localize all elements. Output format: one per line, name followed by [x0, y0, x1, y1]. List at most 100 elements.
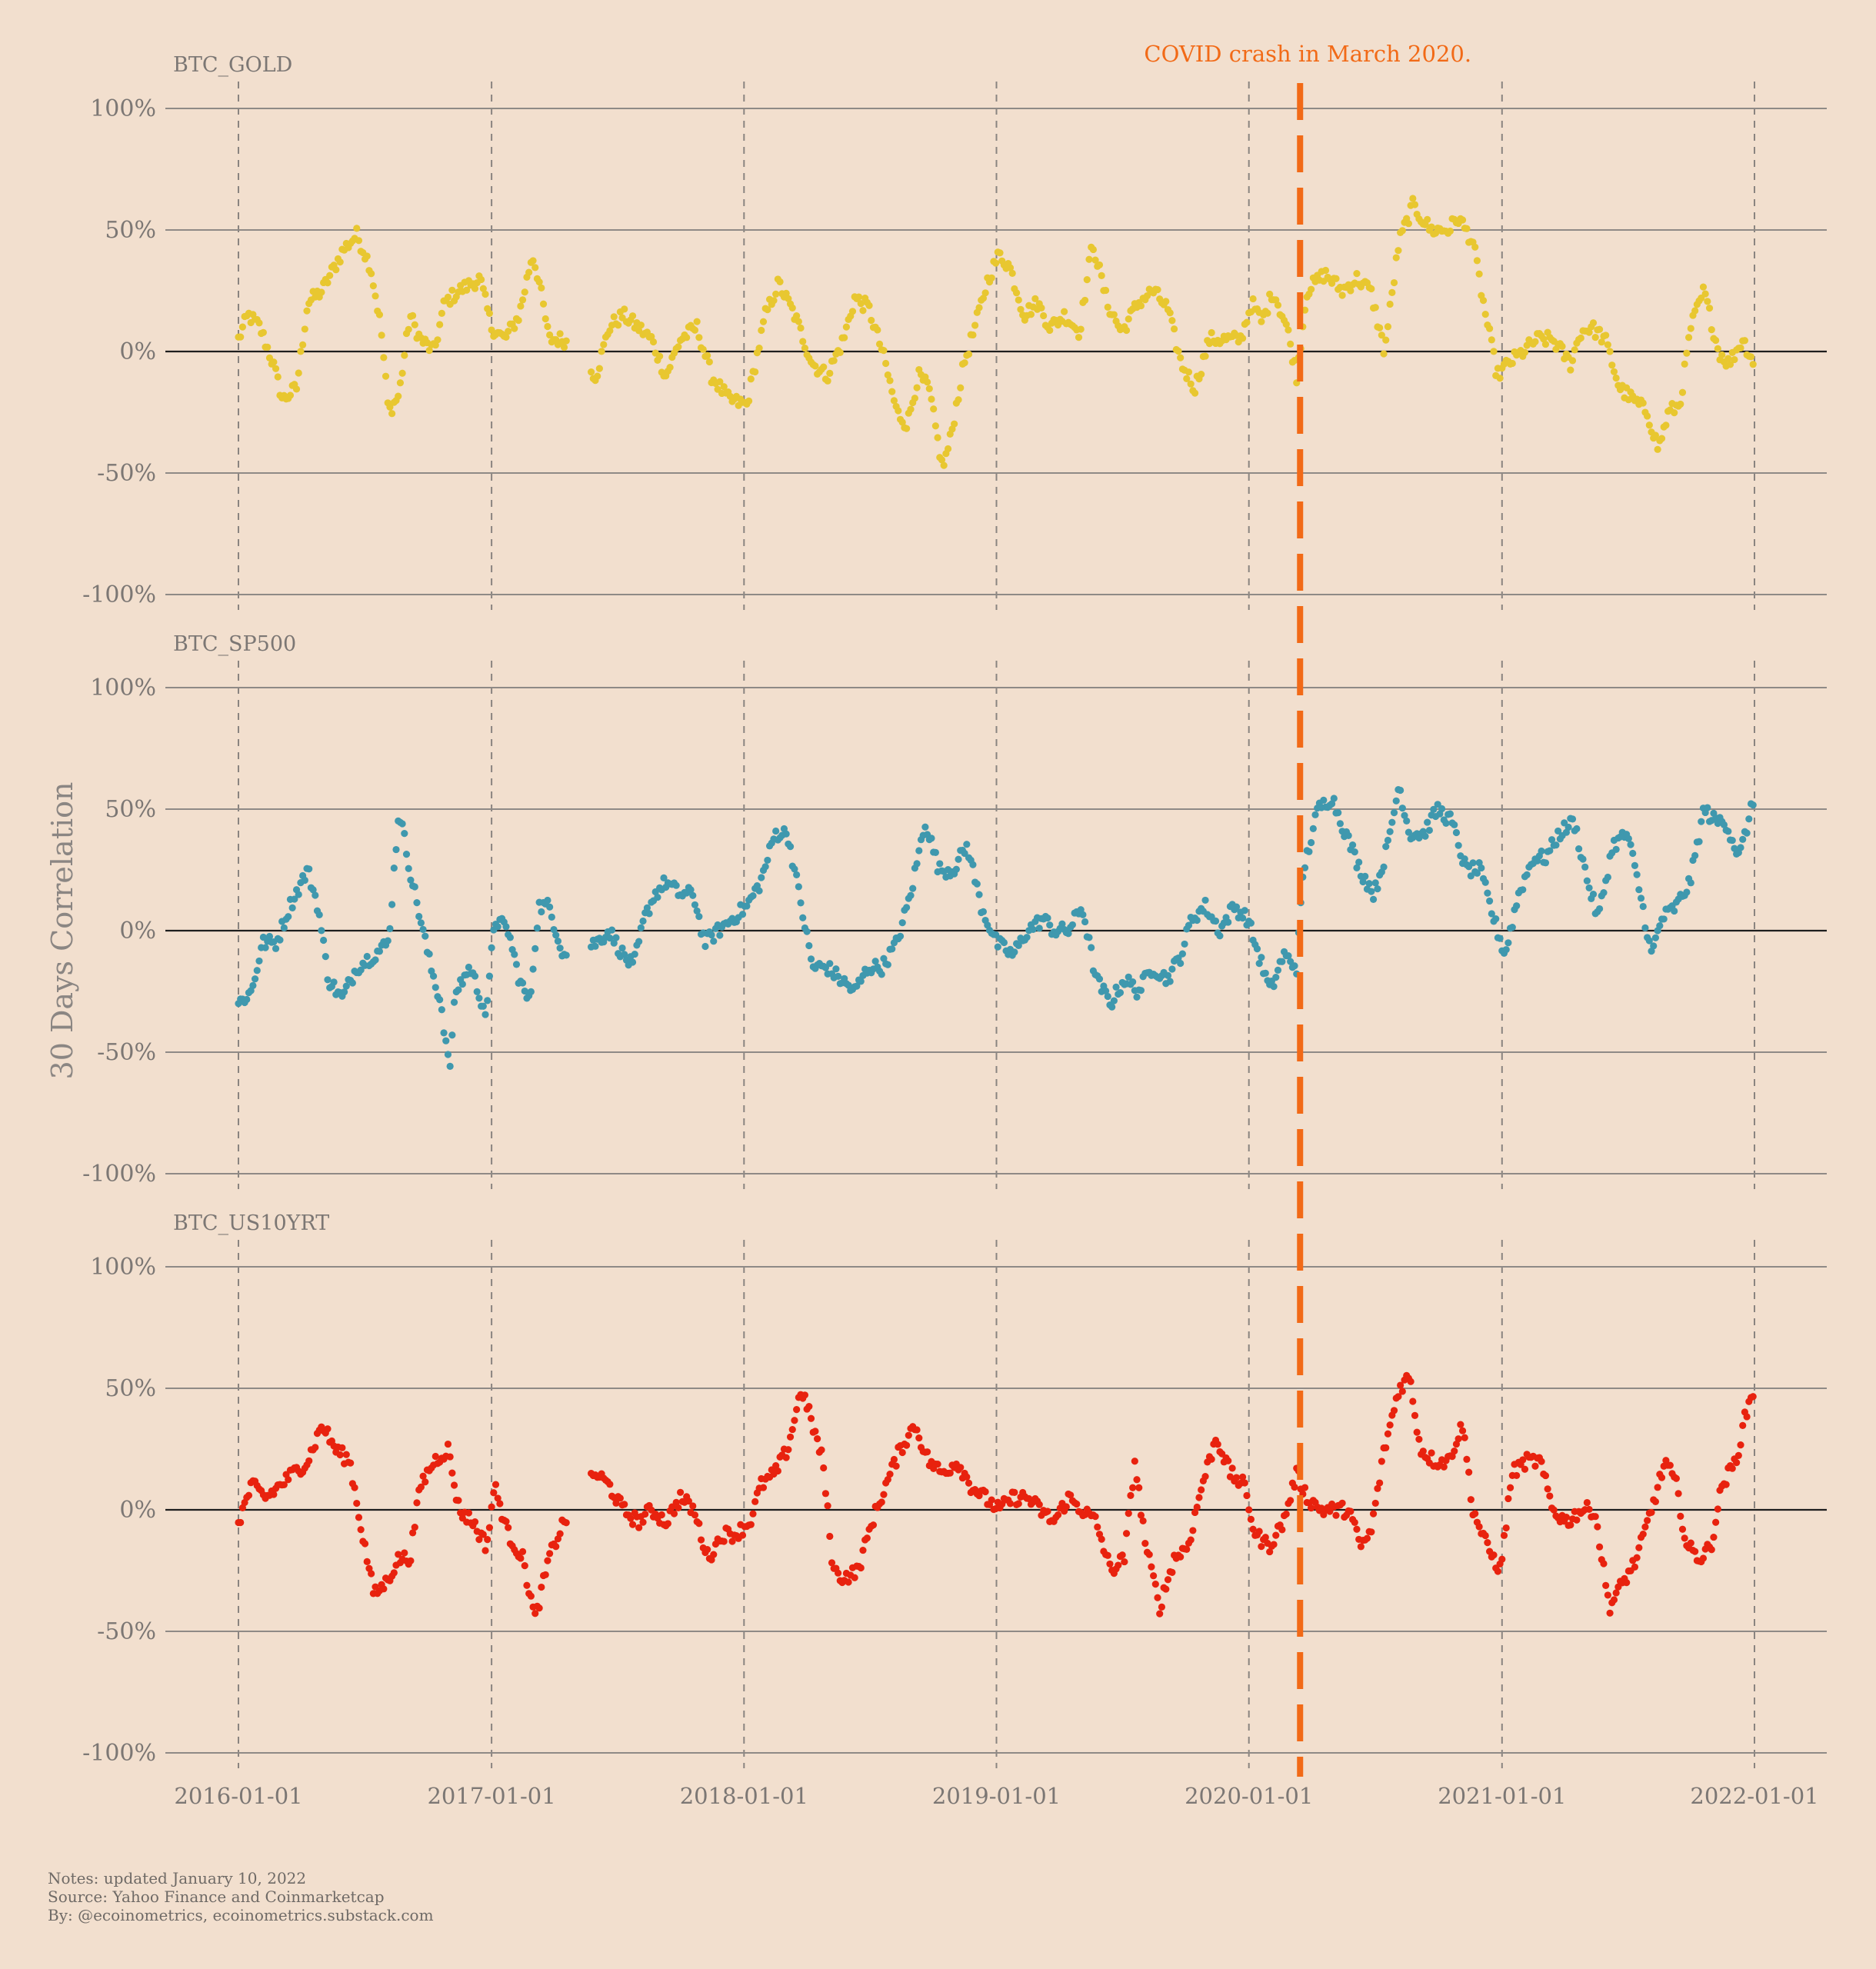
point-2-150 — [544, 896, 551, 905]
point-2-508 — [1309, 825, 1317, 832]
point-2-405 — [1095, 975, 1104, 983]
point-2-695 — [1698, 818, 1705, 825]
point-3-630 — [1562, 1514, 1571, 1521]
point-3-489 — [1270, 1541, 1278, 1548]
point-2-381 — [1046, 921, 1054, 929]
point-1-241 — [755, 344, 763, 352]
point-3-62 — [361, 1540, 369, 1548]
point-2-341 — [963, 841, 971, 848]
point-3-293 — [863, 1534, 871, 1542]
point-1-146 — [535, 278, 543, 286]
point-2-572 — [1442, 819, 1450, 827]
point-2-682 — [1671, 907, 1678, 915]
point-2-14 — [262, 944, 269, 951]
point-3-453 — [1195, 1494, 1203, 1501]
point-1-2 — [237, 333, 245, 341]
point-2-5 — [243, 995, 251, 1004]
point-2-21 — [276, 936, 284, 944]
point-1-381 — [1046, 326, 1054, 335]
point-3-478 — [1247, 1515, 1255, 1523]
point-1-305 — [888, 388, 896, 395]
point-2-706 — [1720, 821, 1728, 828]
point-2-461 — [1211, 917, 1220, 925]
point-1-345 — [971, 322, 979, 329]
point-3-406 — [1098, 1535, 1105, 1543]
point-1-301 — [880, 346, 888, 355]
point-2-109 — [458, 980, 466, 988]
point-1-332 — [944, 445, 952, 453]
point-3-96 — [432, 1452, 439, 1461]
point-2-180 — [628, 958, 637, 966]
point-1-719 — [1747, 353, 1755, 361]
point-2-373 — [1029, 925, 1037, 934]
point-1-26 — [286, 391, 295, 399]
point-3-540 — [1376, 1479, 1384, 1487]
point-3-450 — [1189, 1527, 1197, 1534]
point-3-673 — [1651, 1498, 1660, 1506]
point-3-176 — [621, 1501, 628, 1508]
point-3-146 — [535, 1604, 543, 1612]
point-1-586 — [1471, 243, 1479, 251]
point-3-674 — [1654, 1484, 1661, 1491]
point-2-187 — [643, 904, 651, 911]
labels-layer: 100% 50% 0% -50% -100% BTC_GOLD 100% 50% 0% -50% -… — [45, 53, 1819, 1809]
point-1-104 — [448, 286, 456, 294]
point-3-579 — [1457, 1421, 1464, 1428]
point-1-66 — [369, 282, 377, 290]
point-2-601 — [1502, 946, 1510, 954]
point-2-209 — [689, 891, 697, 899]
point-2-245 — [764, 856, 771, 865]
point-1-367 — [1017, 305, 1025, 313]
point-2-105 — [450, 998, 458, 1006]
point-1-206 — [683, 334, 691, 341]
point-1-497 — [1287, 340, 1295, 348]
point-2-19 — [272, 945, 280, 952]
point-3-720 — [1749, 1393, 1757, 1401]
point-2-172 — [612, 934, 620, 941]
point-3-588 — [1475, 1523, 1483, 1531]
point-3-201 — [672, 1498, 680, 1506]
point-1-709 — [1726, 361, 1734, 368]
point-3-89 — [417, 1483, 425, 1491]
point-3-471 — [1232, 1474, 1241, 1481]
point-2-309 — [896, 932, 905, 940]
point-3-577 — [1452, 1440, 1461, 1448]
point-1-419 — [1125, 315, 1132, 323]
point-1-67 — [372, 292, 379, 300]
point-1-198 — [666, 364, 674, 371]
point-3-668 — [1641, 1523, 1649, 1531]
point-2-547 — [1390, 809, 1398, 817]
point-2-626 — [1554, 827, 1562, 835]
point-1-303 — [884, 371, 891, 379]
point-2-195 — [660, 874, 668, 881]
point-1-20 — [274, 373, 282, 381]
point-1-632 — [1567, 366, 1574, 374]
point-1-59 — [355, 237, 363, 245]
point-2-718 — [1745, 815, 1753, 823]
point-3-126 — [494, 1494, 501, 1502]
point-2-633 — [1568, 815, 1577, 823]
point-3-495 — [1282, 1510, 1290, 1518]
point-1-150 — [544, 322, 551, 331]
point-2-241 — [755, 887, 763, 895]
point-2-102 — [444, 1051, 452, 1058]
point-3-202 — [675, 1504, 682, 1511]
point-3-551 — [1398, 1388, 1406, 1395]
point-3-710 — [1728, 1464, 1736, 1472]
point-3-107 — [455, 1497, 462, 1504]
point-2-574 — [1446, 810, 1454, 818]
point-3-124 — [490, 1489, 498, 1497]
point-1-483 — [1258, 318, 1265, 325]
point-3-713 — [1734, 1451, 1742, 1459]
point-3-58 — [353, 1499, 361, 1508]
point-3-536 — [1368, 1528, 1375, 1536]
point-3-640 — [1583, 1498, 1591, 1507]
point-1-340 — [961, 359, 968, 367]
point-3-258 — [791, 1417, 798, 1424]
point-2-415 — [1116, 989, 1125, 997]
point-1-400 — [1085, 255, 1093, 263]
point-2-122 — [485, 972, 494, 980]
point-3-545 — [1386, 1421, 1394, 1429]
point-2-446 — [1181, 940, 1188, 948]
point-3-341 — [963, 1473, 971, 1481]
